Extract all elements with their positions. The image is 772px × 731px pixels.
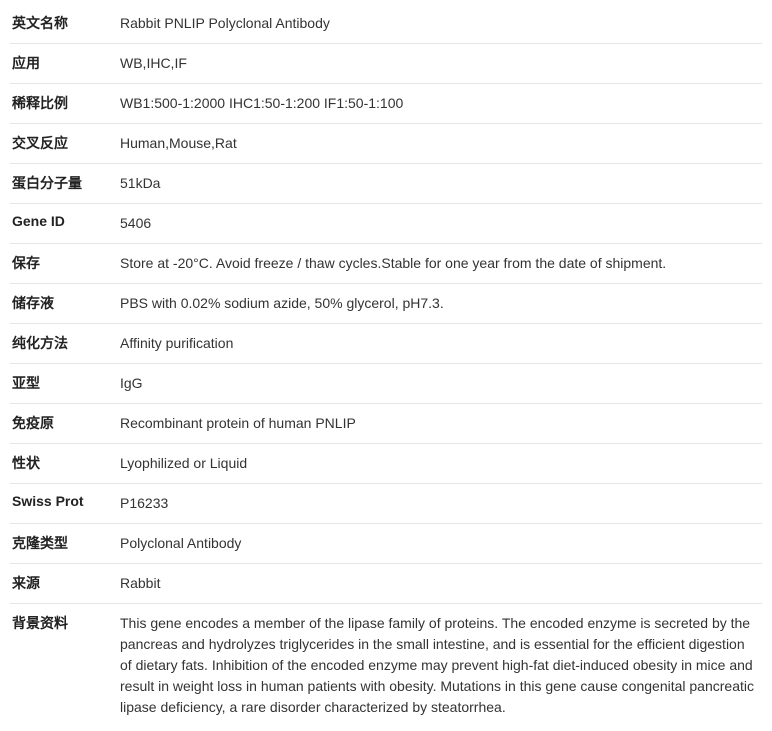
spec-row: 免疫原Recombinant protein of human PNLIP: [10, 404, 762, 444]
spec-label: 性状: [10, 453, 120, 473]
spec-row: 克隆类型Polyclonal Antibody: [10, 524, 762, 564]
spec-label: 交叉反应: [10, 133, 120, 153]
spec-value: This gene encodes a member of the lipase…: [120, 613, 762, 718]
spec-row: 来源Rabbit: [10, 564, 762, 604]
spec-label: 来源: [10, 573, 120, 593]
spec-table: 英文名称Rabbit PNLIP Polyclonal Antibody应用WB…: [0, 0, 772, 731]
spec-row: 交叉反应Human,Mouse,Rat: [10, 124, 762, 164]
spec-label: 亚型: [10, 373, 120, 393]
spec-row: 保存Store at -20°C. Avoid freeze / thaw cy…: [10, 244, 762, 284]
spec-label: 英文名称: [10, 13, 120, 33]
spec-row: 背景资料This gene encodes a member of the li…: [10, 604, 762, 727]
spec-value: Rabbit PNLIP Polyclonal Antibody: [120, 13, 762, 34]
spec-value: Human,Mouse,Rat: [120, 133, 762, 154]
spec-value: WB1:500-1:2000 IHC1:50-1:200 IF1:50-1:10…: [120, 93, 762, 114]
spec-label: 保存: [10, 253, 120, 273]
spec-label: 稀释比例: [10, 93, 120, 113]
spec-value: PBS with 0.02% sodium azide, 50% glycero…: [120, 293, 762, 314]
spec-value: 5406: [120, 213, 762, 234]
spec-value: P16233: [120, 493, 762, 514]
spec-row: 亚型IgG: [10, 364, 762, 404]
spec-value: Recombinant protein of human PNLIP: [120, 413, 762, 434]
spec-label: 克隆类型: [10, 533, 120, 553]
spec-label: 免疫原: [10, 413, 120, 433]
spec-value: IgG: [120, 373, 762, 394]
spec-row: Swiss ProtP16233: [10, 484, 762, 524]
spec-label: 储存液: [10, 293, 120, 313]
spec-row: 蛋白分子量51kDa: [10, 164, 762, 204]
spec-row: 英文名称Rabbit PNLIP Polyclonal Antibody: [10, 4, 762, 44]
spec-label: Gene ID: [10, 213, 120, 229]
spec-row: 应用WB,IHC,IF: [10, 44, 762, 84]
spec-label: 纯化方法: [10, 333, 120, 353]
spec-value: Lyophilized or Liquid: [120, 453, 762, 474]
spec-value: Rabbit: [120, 573, 762, 594]
spec-row: 稀释比例WB1:500-1:2000 IHC1:50-1:200 IF1:50-…: [10, 84, 762, 124]
spec-row: 性状Lyophilized or Liquid: [10, 444, 762, 484]
spec-row: 储存液PBS with 0.02% sodium azide, 50% glyc…: [10, 284, 762, 324]
spec-row: Gene ID5406: [10, 204, 762, 244]
spec-value: Affinity purification: [120, 333, 762, 354]
spec-row: 纯化方法Affinity purification: [10, 324, 762, 364]
spec-label: 背景资料: [10, 613, 120, 633]
spec-label: Swiss Prot: [10, 493, 120, 509]
spec-value: Polyclonal Antibody: [120, 533, 762, 554]
spec-label: 蛋白分子量: [10, 173, 120, 193]
spec-value: 51kDa: [120, 173, 762, 194]
spec-value: Store at -20°C. Avoid freeze / thaw cycl…: [120, 253, 762, 274]
spec-label: 应用: [10, 53, 120, 73]
spec-value: WB,IHC,IF: [120, 53, 762, 74]
